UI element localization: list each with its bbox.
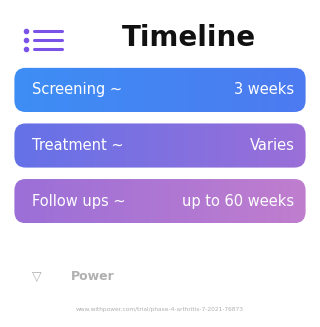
Text: Power: Power <box>70 270 114 283</box>
Text: 3 weeks: 3 weeks <box>234 82 294 97</box>
Text: Screening ~: Screening ~ <box>32 82 122 97</box>
Text: Follow ups ~: Follow ups ~ <box>32 194 126 209</box>
Text: Timeline: Timeline <box>122 24 256 52</box>
Text: ▽: ▽ <box>32 270 42 283</box>
Text: Varies: Varies <box>250 138 294 153</box>
Text: www.withpower.com/trial/phase-4-arthritis-7-2021-76873: www.withpower.com/trial/phase-4-arthriti… <box>76 306 244 312</box>
Text: up to 60 weeks: up to 60 weeks <box>182 194 294 209</box>
Text: Treatment ~: Treatment ~ <box>32 138 124 153</box>
